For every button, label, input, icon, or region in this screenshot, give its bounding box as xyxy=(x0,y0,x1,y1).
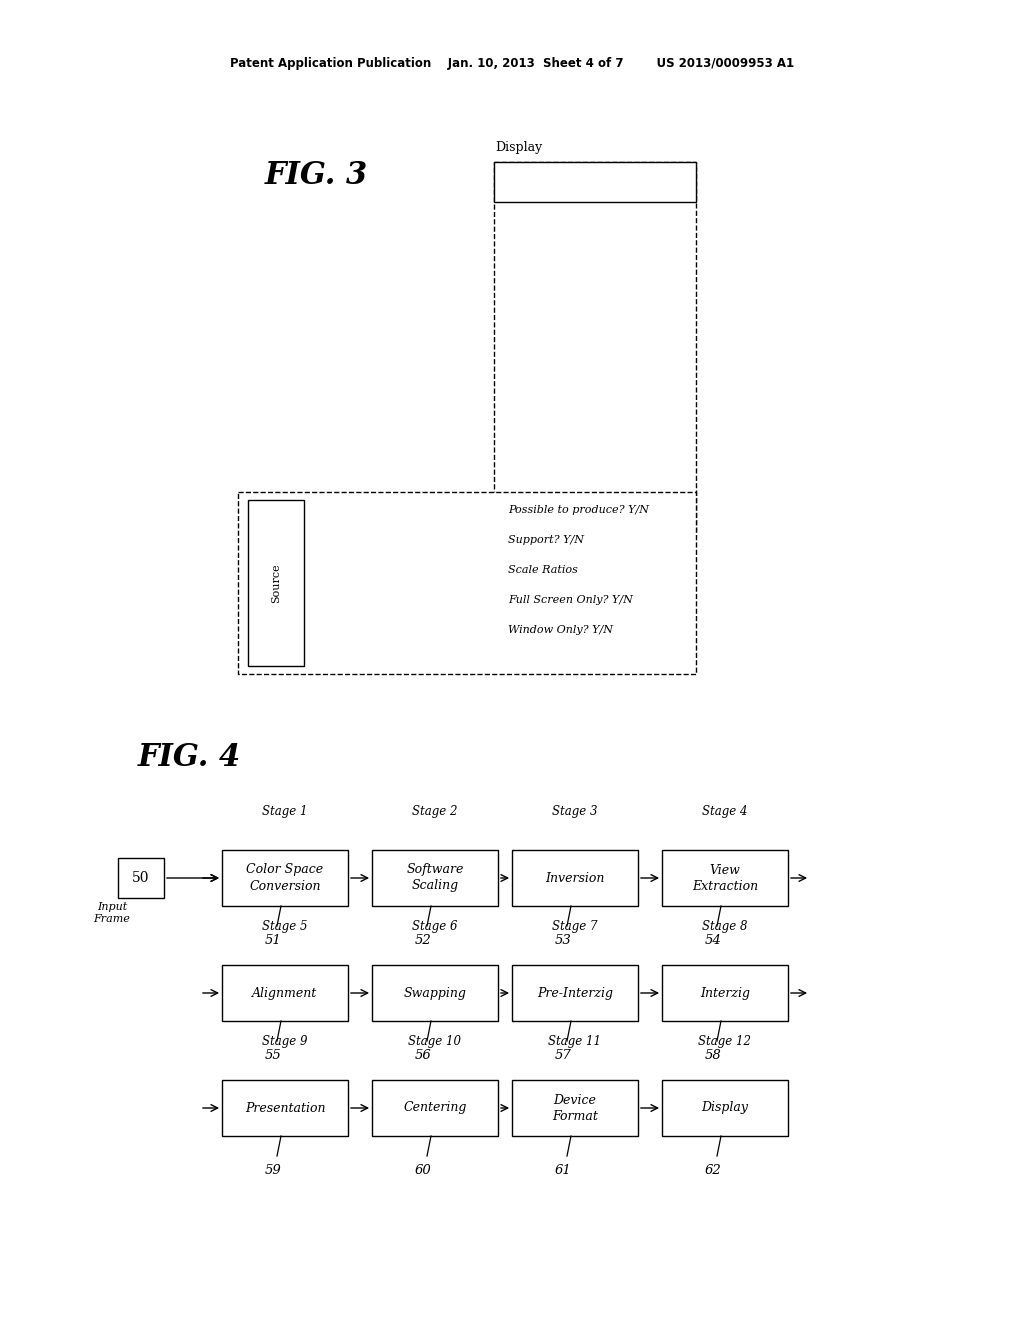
Bar xyxy=(494,162,696,202)
Text: 56: 56 xyxy=(415,1049,431,1063)
Bar xyxy=(372,850,498,906)
Text: Software
Scaling: Software Scaling xyxy=(407,863,464,892)
Bar xyxy=(222,965,348,1020)
Bar xyxy=(372,1080,498,1137)
Text: Stage 10: Stage 10 xyxy=(409,1035,462,1048)
Text: Source: Source xyxy=(271,564,281,603)
Bar xyxy=(512,850,638,906)
Bar xyxy=(248,500,304,667)
Bar xyxy=(238,492,696,675)
Bar xyxy=(662,1080,788,1137)
Text: Swapping: Swapping xyxy=(403,986,467,999)
Text: FIG. 3: FIG. 3 xyxy=(265,160,369,190)
Bar xyxy=(662,965,788,1020)
Text: Inversion: Inversion xyxy=(546,871,605,884)
Bar xyxy=(512,1080,638,1137)
Text: Stage 12: Stage 12 xyxy=(698,1035,752,1048)
Text: Full Screen Only? Y/N: Full Screen Only? Y/N xyxy=(508,595,633,605)
Bar xyxy=(372,965,498,1020)
Text: 50: 50 xyxy=(132,871,150,884)
Text: View
Extraction: View Extraction xyxy=(692,863,758,892)
Text: Stage 5: Stage 5 xyxy=(262,920,308,933)
Text: Stage 3: Stage 3 xyxy=(552,805,598,818)
Text: Display: Display xyxy=(495,140,543,153)
Text: Input
Frame: Input Frame xyxy=(93,902,130,924)
Text: Color Space
Conversion: Color Space Conversion xyxy=(247,863,324,892)
Text: Display: Display xyxy=(701,1101,749,1114)
Text: Presentation: Presentation xyxy=(245,1101,326,1114)
Text: Stage 7: Stage 7 xyxy=(552,920,598,933)
Text: Stage 6: Stage 6 xyxy=(413,920,458,933)
Bar xyxy=(222,1080,348,1137)
Text: Scale Ratios: Scale Ratios xyxy=(508,565,578,576)
Text: Stage 1: Stage 1 xyxy=(262,805,308,818)
Text: Stage 8: Stage 8 xyxy=(702,920,748,933)
Text: 58: 58 xyxy=(705,1049,721,1063)
Text: 54: 54 xyxy=(705,935,721,946)
Text: Pre-Interzig: Pre-Interzig xyxy=(537,986,613,999)
Text: FIG. 4: FIG. 4 xyxy=(138,742,242,774)
Text: Centering: Centering xyxy=(403,1101,467,1114)
Text: Window Only? Y/N: Window Only? Y/N xyxy=(508,624,613,635)
Bar xyxy=(494,162,696,532)
Text: 62: 62 xyxy=(705,1164,721,1177)
Text: 51: 51 xyxy=(264,935,282,946)
Text: 59: 59 xyxy=(264,1164,282,1177)
Text: 55: 55 xyxy=(264,1049,282,1063)
Text: Alignment: Alignment xyxy=(252,986,317,999)
Text: 61: 61 xyxy=(555,1164,571,1177)
Bar xyxy=(118,858,164,898)
Text: Support? Y/N: Support? Y/N xyxy=(508,535,584,545)
Text: Possible to produce? Y/N: Possible to produce? Y/N xyxy=(508,506,649,515)
Text: 52: 52 xyxy=(415,935,431,946)
Text: 53: 53 xyxy=(555,935,571,946)
Bar xyxy=(222,850,348,906)
Text: Stage 9: Stage 9 xyxy=(262,1035,308,1048)
Text: Patent Application Publication    Jan. 10, 2013  Sheet 4 of 7        US 2013/000: Patent Application Publication Jan. 10, … xyxy=(230,57,794,70)
Text: Device
Format: Device Format xyxy=(552,1093,598,1122)
Bar xyxy=(512,965,638,1020)
Text: Stage 4: Stage 4 xyxy=(702,805,748,818)
Text: Stage 11: Stage 11 xyxy=(549,1035,601,1048)
Text: 57: 57 xyxy=(555,1049,571,1063)
Text: Stage 2: Stage 2 xyxy=(413,805,458,818)
Text: 60: 60 xyxy=(415,1164,431,1177)
Bar xyxy=(662,850,788,906)
Text: Interzig: Interzig xyxy=(700,986,750,999)
